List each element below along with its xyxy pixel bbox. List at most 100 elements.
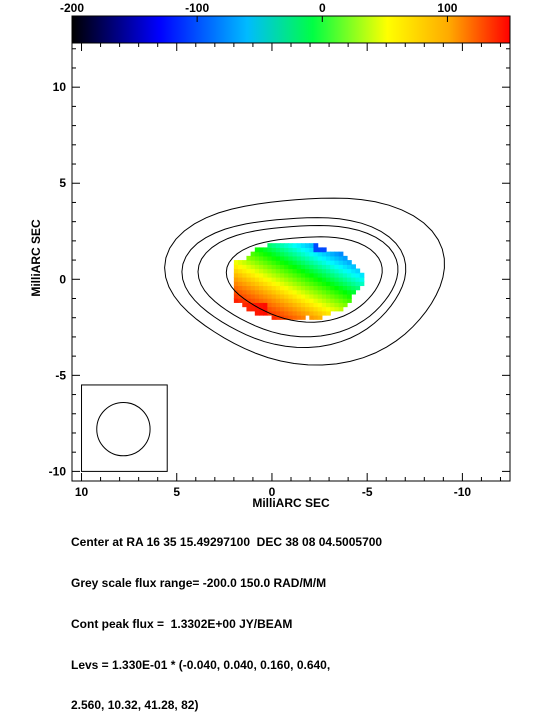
rm-pixel bbox=[259, 272, 264, 278]
rm-pixel bbox=[313, 247, 319, 253]
rm-pixel bbox=[317, 255, 323, 261]
rm-pixel bbox=[305, 298, 310, 303]
rm-pixel bbox=[246, 276, 252, 282]
rm-pixel bbox=[288, 260, 294, 265]
rm-pixel bbox=[263, 289, 268, 295]
rm-pixel bbox=[326, 302, 331, 308]
rm-pixel bbox=[284, 281, 289, 287]
rm-pixel bbox=[305, 260, 310, 265]
rm-pixel bbox=[342, 276, 348, 282]
rm-pixel bbox=[309, 293, 315, 299]
rm-pixel bbox=[242, 289, 248, 295]
rm-pixel bbox=[321, 306, 327, 312]
x-axis-tick-labels: 10 5 0 -5 -10 bbox=[75, 485, 472, 499]
rm-pixel bbox=[313, 285, 319, 291]
rm-pixel bbox=[288, 281, 294, 287]
rm-pixel bbox=[305, 281, 310, 287]
rm-pixel bbox=[288, 276, 294, 282]
rm-pixel bbox=[342, 268, 348, 274]
rm-pixel bbox=[313, 272, 319, 278]
rm-pixel bbox=[284, 310, 289, 316]
rm-pixel bbox=[296, 289, 302, 295]
rm-pixel bbox=[355, 272, 361, 278]
rm-pixel bbox=[254, 255, 260, 261]
rm-pixel bbox=[284, 264, 289, 270]
rm-pixel bbox=[267, 264, 273, 270]
y-tick-label: 0 bbox=[59, 272, 66, 286]
rm-pixel bbox=[288, 247, 294, 253]
rm-pixel bbox=[233, 298, 239, 303]
rm-pixel bbox=[263, 285, 268, 291]
rm-pixel bbox=[321, 276, 327, 282]
x-tick-label: 0 bbox=[269, 485, 276, 499]
rm-pixel bbox=[254, 289, 260, 295]
rm-pixel bbox=[233, 293, 239, 299]
rm-pixel bbox=[271, 289, 277, 295]
rm-pixel bbox=[355, 268, 361, 274]
rm-pixel bbox=[334, 293, 340, 299]
rm-pixel bbox=[334, 281, 340, 287]
rm-pixel bbox=[271, 306, 277, 312]
rm-pixel bbox=[263, 306, 268, 312]
rm-pixel bbox=[355, 281, 361, 287]
rm-pixel bbox=[254, 268, 260, 274]
rm-pixel bbox=[342, 264, 348, 270]
x-tick-label: 5 bbox=[173, 485, 180, 499]
rm-pixel bbox=[346, 268, 352, 274]
rm-pixel bbox=[292, 272, 298, 278]
rm-pixel bbox=[292, 247, 298, 253]
rm-pixel bbox=[292, 268, 298, 274]
rm-pixel bbox=[246, 298, 252, 303]
rm-pixel bbox=[233, 264, 239, 270]
beam-box bbox=[81, 384, 168, 472]
rm-pixel bbox=[271, 268, 277, 274]
rm-pixel bbox=[263, 260, 268, 265]
rm-pixel bbox=[275, 260, 281, 265]
rm-pixel bbox=[238, 298, 243, 303]
rm-pixel bbox=[351, 289, 356, 295]
rm-pixel bbox=[359, 276, 365, 282]
rm-pixel bbox=[346, 260, 352, 265]
rm-pixel bbox=[313, 255, 319, 261]
rm-pixel bbox=[338, 251, 344, 257]
rm-pixel bbox=[330, 268, 336, 274]
rm-pixel bbox=[279, 306, 285, 312]
rm-pixel bbox=[330, 302, 336, 308]
rm-pixel bbox=[288, 272, 294, 278]
rm-pixel bbox=[346, 285, 352, 291]
rm-pixel bbox=[317, 268, 323, 274]
rm-pixel bbox=[250, 306, 256, 312]
rm-pixel bbox=[271, 285, 277, 291]
rm-pixel bbox=[271, 243, 277, 248]
rm-pixel bbox=[342, 293, 348, 299]
rm-pixel bbox=[284, 285, 289, 291]
rm-pixel bbox=[313, 298, 319, 303]
rm-pixel bbox=[342, 272, 348, 278]
rm-pixel bbox=[259, 293, 264, 299]
rm-pixel bbox=[288, 251, 294, 257]
rm-pixel bbox=[305, 272, 310, 278]
rm-pixel bbox=[309, 272, 315, 278]
caption-levels-cont: 2.560, 10.32, 41.28, 82) bbox=[71, 698, 199, 713]
rm-pixel bbox=[263, 293, 268, 299]
rm-pixel bbox=[292, 251, 298, 257]
rm-pixel bbox=[330, 293, 336, 299]
rm-pixel bbox=[242, 264, 248, 270]
colorbar-tick-labels: -200 -100 0 100 bbox=[60, 1, 458, 15]
rm-pixel bbox=[284, 268, 289, 274]
rm-pixel bbox=[288, 310, 294, 316]
rm-pixel bbox=[300, 264, 306, 270]
rm-pixel bbox=[259, 255, 264, 261]
rm-pixel bbox=[334, 272, 340, 278]
caption-peak-flux: Cont peak flux = 1.3302E+00 JY/BEAM bbox=[71, 616, 293, 631]
flux-contours bbox=[164, 197, 445, 366]
rm-pixel bbox=[351, 268, 356, 274]
rm-pixel bbox=[233, 272, 239, 278]
rm-pixel bbox=[263, 302, 268, 308]
rm-pixel bbox=[288, 255, 294, 261]
rm-pixel bbox=[296, 310, 302, 316]
rm-pixel bbox=[359, 272, 365, 278]
rm-pixel bbox=[292, 264, 298, 270]
rm-pixel bbox=[267, 247, 273, 253]
rm-pixel bbox=[346, 298, 352, 303]
